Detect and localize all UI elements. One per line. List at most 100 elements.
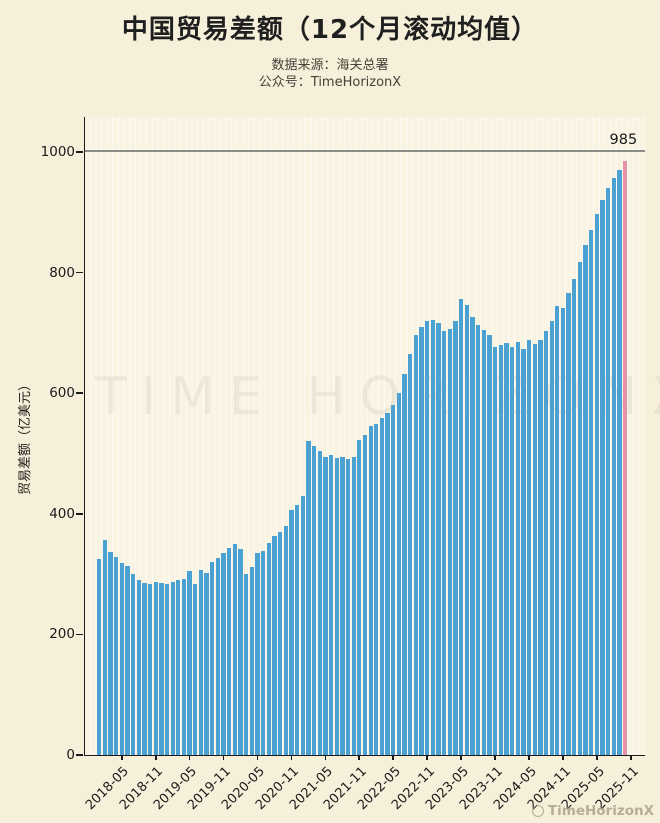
bar [589,230,594,755]
bar [164,583,170,755]
corner-watermark: TimeHorizonX [531,803,654,819]
bar [238,548,243,755]
bar [481,329,486,755]
bar [261,551,266,755]
bar [187,571,192,755]
account-line: 公众号：TimeHorizonX [258,75,402,90]
y-tick-label: 1000 [40,144,75,160]
x-tick-mark [290,755,293,760]
bar [611,177,617,755]
bar [498,344,503,755]
chart-subtitle: 数据来源：海关总署 公众号：TimeHorizonX [0,57,660,91]
watermark-text: TimeHorizonX [547,803,654,819]
plot-watermark: TIME HORIZONX [95,367,660,427]
bar [147,584,153,755]
bar [193,584,198,755]
bar [294,505,300,755]
bar [221,553,226,755]
y-tick-mark [76,392,84,395]
bar [283,525,288,755]
bar [447,328,452,755]
bar [606,188,611,755]
bar [475,325,481,755]
bar [108,552,113,755]
bar [142,583,147,755]
x-tick-mark [120,755,123,760]
bar [430,319,436,755]
bar [577,261,583,755]
bar [532,344,537,755]
bar [442,330,447,755]
bar [521,348,526,755]
bar [113,557,119,755]
bar [413,334,419,755]
x-tick-mark [256,755,259,760]
y-tick-label: 400 [49,505,75,522]
bar-latest [623,161,628,755]
bar [453,320,458,755]
trade-balance-bar-chart: TIME HORIZONX 985 贸易差额（亿美元） 0 200 400 600 80… [18,117,660,813]
x-tick-mark [358,755,361,760]
y-tick-mark [76,633,84,636]
x-tick-mark [392,755,395,760]
bar [487,334,492,755]
bar [306,441,311,755]
bar [255,553,260,755]
bar [198,569,204,755]
x-tick-mark [494,755,496,760]
bar [504,343,509,755]
bar [176,580,181,755]
bar [419,326,424,755]
bar [368,426,373,755]
bar [492,346,498,755]
bar [560,307,566,755]
y-tick-mark [76,512,84,515]
y-tick-label: 800 [49,264,75,281]
bar [272,535,277,755]
chart-title: 中国贸易差额（12个月滚动均值） [121,15,539,45]
bar [543,331,549,755]
bar [408,354,413,755]
bar [351,457,356,755]
bar [125,565,130,755]
bar [278,531,283,755]
bar [464,305,469,755]
bar [249,566,254,755]
bar [470,316,475,755]
bar [170,581,175,755]
watermark-logo-icon [531,805,544,817]
bar [425,320,430,755]
bar [385,412,390,755]
bar [119,563,124,755]
x-tick-mark [562,755,564,760]
y-tick-mark [76,754,84,756]
bar [396,393,402,755]
bar [345,458,351,755]
reference-line-1000 [85,150,645,152]
bar [402,373,407,755]
bar [459,298,464,755]
bar [210,562,215,755]
x-tick-mark [630,755,632,760]
x-tick-mark [596,755,598,760]
bar [102,540,107,755]
bar [215,557,221,755]
bar [311,446,317,755]
bar [566,293,571,755]
x-tick-mark [426,755,429,760]
bar [362,434,368,755]
bar [357,439,362,755]
y-tick-mark [76,271,84,274]
bar [266,543,271,755]
bar [136,579,141,755]
x-tick-mark [324,755,327,760]
last-value-label: 985 [609,132,638,148]
bar [300,496,305,755]
bar [374,423,379,755]
bar [594,213,600,755]
y-tick-label: 600 [49,385,75,402]
bar [526,340,532,755]
bar [130,574,136,755]
bar [244,573,249,755]
